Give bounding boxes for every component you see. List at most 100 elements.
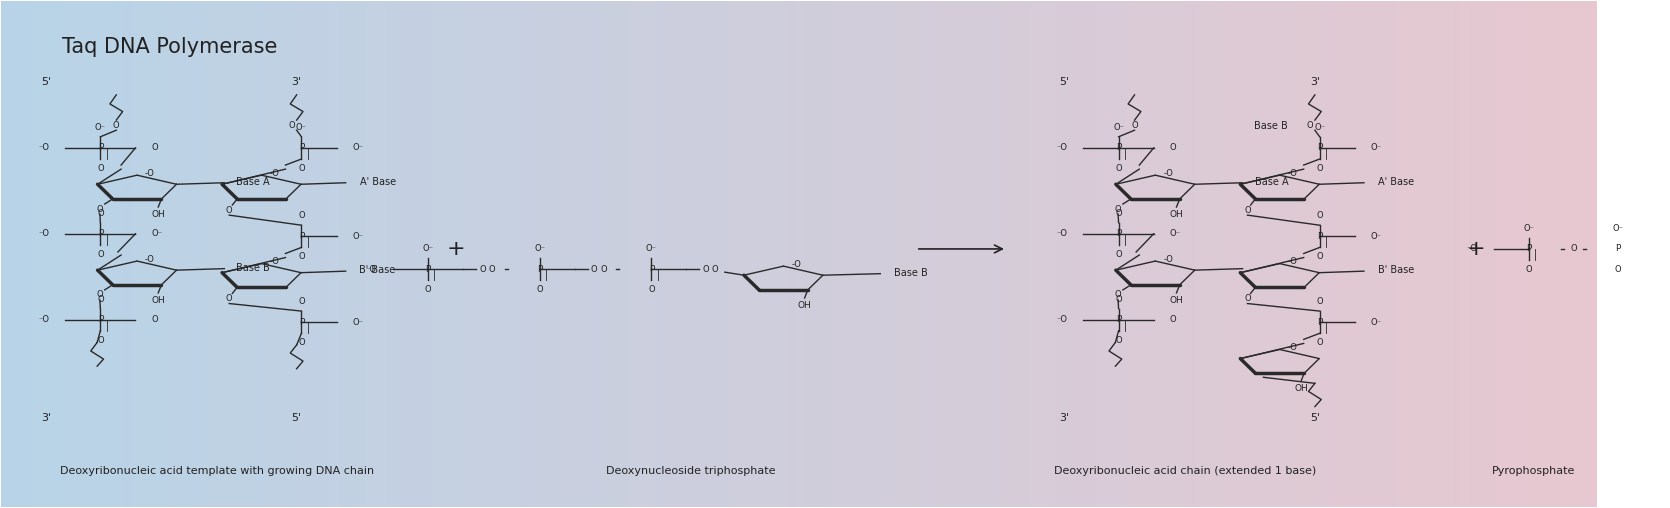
Text: Deoxynucleoside triphosphate: Deoxynucleoside triphosphate bbox=[606, 466, 775, 476]
Text: O⁻: O⁻ bbox=[423, 244, 434, 253]
Text: O: O bbox=[1169, 315, 1176, 324]
Text: Base A: Base A bbox=[237, 177, 271, 187]
Text: -O: -O bbox=[792, 260, 802, 269]
Text: Base B: Base B bbox=[893, 268, 927, 278]
Text: O⁻: O⁻ bbox=[534, 244, 544, 253]
Text: O: O bbox=[1244, 206, 1251, 214]
Text: O: O bbox=[97, 336, 104, 345]
Text: ⁻O: ⁻O bbox=[1057, 229, 1067, 238]
Text: O: O bbox=[1116, 291, 1122, 299]
Text: B' Base: B' Base bbox=[1378, 265, 1414, 275]
Text: O⁻: O⁻ bbox=[1371, 232, 1381, 241]
Text: O: O bbox=[703, 265, 710, 274]
Text: -O: -O bbox=[1288, 257, 1298, 266]
Text: P: P bbox=[97, 143, 104, 152]
Text: P: P bbox=[97, 229, 104, 238]
Text: O: O bbox=[648, 285, 655, 294]
Text: O⁻: O⁻ bbox=[1371, 318, 1381, 327]
Text: O: O bbox=[1525, 265, 1531, 274]
Text: O: O bbox=[1116, 209, 1122, 217]
Text: P: P bbox=[538, 265, 543, 274]
Text: P: P bbox=[299, 232, 304, 241]
Text: O: O bbox=[97, 291, 104, 299]
Text: O: O bbox=[299, 338, 304, 347]
Text: 5': 5' bbox=[1059, 77, 1069, 87]
Text: ⁻O: ⁻O bbox=[38, 229, 50, 238]
Text: O: O bbox=[711, 265, 718, 274]
Text: 5': 5' bbox=[292, 413, 302, 423]
Text: -O: -O bbox=[1164, 169, 1172, 178]
Text: OH: OH bbox=[798, 301, 812, 310]
Text: O⁻: O⁻ bbox=[296, 123, 307, 132]
Text: A' Base: A' Base bbox=[1378, 177, 1414, 187]
Text: O: O bbox=[114, 121, 120, 130]
Text: O: O bbox=[97, 295, 104, 303]
Text: O: O bbox=[1116, 164, 1122, 173]
Text: OH: OH bbox=[152, 210, 165, 219]
Text: -O: -O bbox=[269, 257, 279, 266]
Text: 5': 5' bbox=[1309, 413, 1319, 423]
Text: O: O bbox=[591, 265, 598, 274]
Text: O: O bbox=[489, 265, 494, 274]
Text: Base B: Base B bbox=[1254, 121, 1288, 131]
Text: P: P bbox=[1615, 244, 1622, 253]
Text: O⁻: O⁻ bbox=[95, 123, 105, 132]
Text: O⁻: O⁻ bbox=[1371, 143, 1381, 152]
Text: O: O bbox=[1316, 252, 1323, 262]
Text: O: O bbox=[152, 315, 159, 324]
Text: -O: -O bbox=[1288, 169, 1298, 178]
Text: OH: OH bbox=[152, 296, 165, 305]
Text: O: O bbox=[97, 250, 104, 259]
Text: Taq DNA Polymerase: Taq DNA Polymerase bbox=[62, 37, 277, 57]
Text: P: P bbox=[426, 265, 431, 274]
Text: O: O bbox=[1316, 211, 1323, 220]
Text: O: O bbox=[152, 143, 159, 152]
Text: 5': 5' bbox=[42, 77, 52, 87]
Text: O: O bbox=[424, 285, 431, 294]
Text: O: O bbox=[299, 164, 304, 173]
Text: Base B: Base B bbox=[235, 263, 271, 273]
Text: -O: -O bbox=[145, 255, 155, 264]
Text: O: O bbox=[1316, 164, 1323, 173]
Text: O⁻: O⁻ bbox=[1314, 123, 1326, 132]
Text: O: O bbox=[225, 206, 232, 214]
Text: ⁻O: ⁻O bbox=[38, 315, 50, 324]
Text: O: O bbox=[1308, 121, 1313, 130]
Text: P: P bbox=[1318, 232, 1323, 241]
Text: Deoxyribonucleic acid chain (extended 1 base): Deoxyribonucleic acid chain (extended 1 … bbox=[1054, 466, 1316, 476]
Text: O⁻: O⁻ bbox=[352, 318, 364, 327]
Text: Pyrophosphate: Pyrophosphate bbox=[1491, 466, 1575, 476]
Text: O: O bbox=[479, 265, 486, 274]
Text: OH: OH bbox=[1294, 385, 1308, 393]
Text: O⁻: O⁻ bbox=[646, 244, 656, 253]
Text: O: O bbox=[1116, 205, 1122, 213]
Text: P: P bbox=[97, 315, 104, 324]
Text: O: O bbox=[299, 297, 304, 306]
Text: P: P bbox=[1318, 318, 1323, 327]
Text: O: O bbox=[97, 209, 104, 217]
Text: 3': 3' bbox=[292, 77, 302, 87]
Text: O: O bbox=[1116, 250, 1122, 259]
Text: O⁻: O⁻ bbox=[1169, 229, 1181, 238]
Text: 3': 3' bbox=[42, 413, 52, 423]
Text: P: P bbox=[1116, 229, 1121, 238]
Text: 3': 3' bbox=[1309, 77, 1319, 87]
Text: O: O bbox=[1116, 336, 1122, 345]
Text: A' Base: A' Base bbox=[359, 177, 396, 187]
Text: O: O bbox=[299, 252, 304, 262]
Text: O: O bbox=[1570, 244, 1576, 253]
Text: -O: -O bbox=[145, 169, 155, 178]
Text: 3': 3' bbox=[1059, 413, 1069, 423]
Text: -O: -O bbox=[1288, 343, 1298, 352]
Text: ⁻O: ⁻O bbox=[366, 265, 377, 274]
Text: O: O bbox=[225, 294, 232, 303]
Text: ⁻O: ⁻O bbox=[1057, 143, 1067, 152]
Text: OH: OH bbox=[1169, 210, 1184, 219]
Text: P: P bbox=[299, 318, 304, 327]
Text: ⁻O: ⁻O bbox=[1466, 244, 1478, 253]
Text: O: O bbox=[1169, 143, 1176, 152]
Text: ⁻O: ⁻O bbox=[38, 143, 50, 152]
Text: O: O bbox=[1316, 338, 1323, 347]
Text: O⁻: O⁻ bbox=[152, 229, 162, 238]
FancyArrowPatch shape bbox=[919, 245, 1002, 253]
